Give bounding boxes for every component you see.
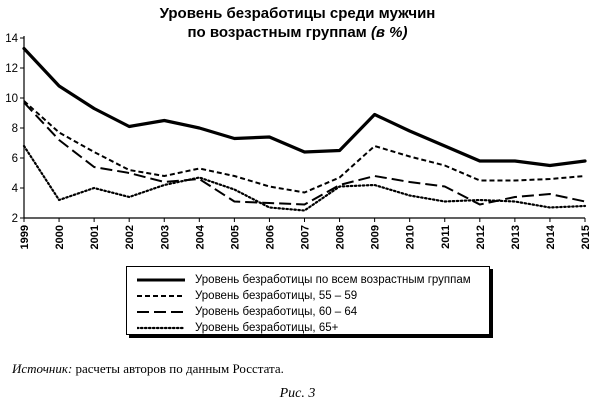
y-tick-label: 12 bbox=[5, 63, 18, 75]
legend-swatch-dotted bbox=[137, 326, 185, 330]
legend-label: Уровень безработицы, 60 – 64 bbox=[195, 306, 358, 318]
x-tick-label: 2015 bbox=[580, 225, 592, 249]
legend-swatch-long-dash bbox=[137, 311, 185, 313]
x-tick-label: 2006 bbox=[264, 225, 276, 249]
series-line-2 bbox=[23, 101, 586, 206]
y-tick-label: 10 bbox=[5, 93, 18, 105]
legend-label: Уровень безработицы по всем возрастным г… bbox=[195, 274, 471, 286]
legend-label: Уровень безработицы, 55 – 59 bbox=[195, 290, 358, 302]
x-tick-label: 2005 bbox=[229, 225, 241, 249]
x-tick-label: 2010 bbox=[405, 225, 417, 249]
y-tick-label: 6 bbox=[12, 153, 18, 165]
x-tick-label: 2001 bbox=[89, 225, 101, 249]
y-tick-label: 4 bbox=[12, 183, 19, 195]
chart-title-line2: по возрастным группам (в %) bbox=[0, 24, 595, 42]
x-tick-label: 2008 bbox=[335, 225, 347, 249]
chart-title-unit: (в %) bbox=[370, 24, 408, 41]
line-chart: 2 4 6 8 10 12 14 1999 2000 2001 2002 2003 2004 2005 20… bbox=[5, 33, 592, 249]
source-note: Источник: расчеты авторов по данным Росс… bbox=[12, 361, 284, 377]
series-line-3 bbox=[22, 144, 587, 212]
legend-swatch-dashed bbox=[137, 295, 185, 297]
x-tick-label: 2000 bbox=[54, 225, 66, 249]
chart-legend: Уровень безработицы по всем возрастным г… bbox=[126, 266, 490, 335]
chart-title-line1: Уровень безработицы среди мужчин bbox=[159, 5, 436, 22]
y-tick-label: 2 bbox=[12, 213, 18, 225]
y-tick-label: 14 bbox=[5, 33, 18, 45]
legend-label: Уровень безработицы, 65+ bbox=[195, 322, 339, 334]
source-text: расчеты авторов по данным Росстата. bbox=[75, 361, 284, 376]
series-line-1 bbox=[23, 100, 586, 194]
x-tick-label: 2002 bbox=[124, 225, 136, 249]
legend-swatch-solid bbox=[137, 278, 185, 282]
x-tick-label: 2004 bbox=[194, 224, 206, 249]
x-tick-label: 2014 bbox=[545, 224, 557, 249]
legend-item-60-64: Уровень безработицы, 60 – 64 bbox=[137, 304, 357, 320]
x-tick-label: 2013 bbox=[510, 225, 522, 249]
x-tick-label: 2003 bbox=[159, 225, 171, 249]
y-tick-label: 8 bbox=[12, 123, 18, 135]
x-tick-label: 2011 bbox=[440, 225, 452, 249]
legend-item-all-ages: Уровень безработицы по всем возрастным г… bbox=[137, 272, 471, 288]
chart-title-main: по возрастным группам bbox=[187, 24, 367, 41]
legend-item-55-59: Уровень безработицы, 55 – 59 bbox=[137, 288, 357, 304]
x-tick-label: 2007 bbox=[300, 225, 312, 249]
source-label: Источник: bbox=[12, 361, 73, 376]
x-tick-label: 2009 bbox=[370, 225, 382, 249]
figure-caption: Рис. 3 bbox=[279, 386, 316, 401]
x-tick-label: 2012 bbox=[475, 225, 487, 249]
series-line-0 bbox=[22, 46, 587, 168]
x-tick-label: 1999 bbox=[19, 225, 31, 249]
legend-item-65-plus: Уровень безработицы, 65+ bbox=[137, 320, 338, 336]
